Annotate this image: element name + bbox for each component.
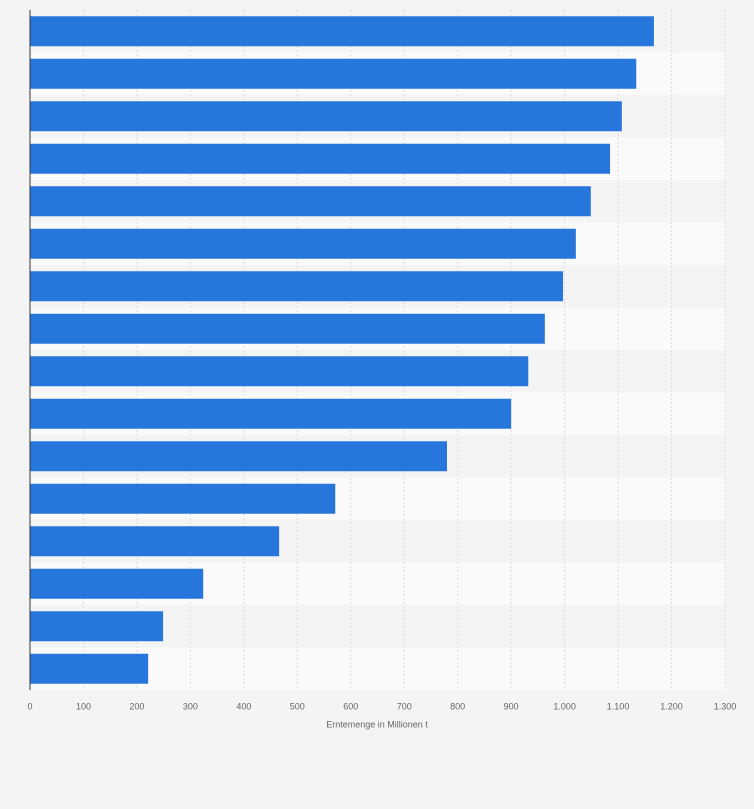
x-tick-label: 900	[504, 701, 519, 711]
bar	[30, 58, 637, 89]
x-tick-label: 700	[397, 701, 412, 711]
x-tick-label: 1.100	[607, 701, 630, 711]
bar	[30, 271, 564, 302]
x-tick-label: 1.300	[714, 701, 737, 711]
x-axis-label: Erntemenge in Millionen t	[326, 719, 428, 729]
x-tick-label: 1.200	[660, 701, 683, 711]
bar	[30, 398, 512, 429]
bar	[30, 483, 336, 514]
bar	[30, 653, 149, 684]
bar	[30, 186, 591, 217]
bar	[30, 101, 622, 132]
x-tick-label: 200	[129, 701, 144, 711]
bar	[30, 143, 611, 174]
x-tick-label: 0	[27, 701, 32, 711]
x-tick-label: 500	[290, 701, 305, 711]
bar	[30, 228, 576, 259]
bar	[30, 16, 654, 47]
bar	[30, 568, 204, 599]
bar	[30, 356, 529, 387]
bar	[30, 526, 280, 557]
bar	[30, 611, 164, 642]
x-tick-label: 400	[236, 701, 251, 711]
bar	[30, 313, 545, 344]
bar	[30, 441, 447, 472]
x-tick-label: 1.000	[553, 701, 576, 711]
x-tick-label: 100	[76, 701, 91, 711]
x-tick-label: 800	[450, 701, 465, 711]
x-tick-label: 600	[343, 701, 358, 711]
x-tick-label: 300	[183, 701, 198, 711]
